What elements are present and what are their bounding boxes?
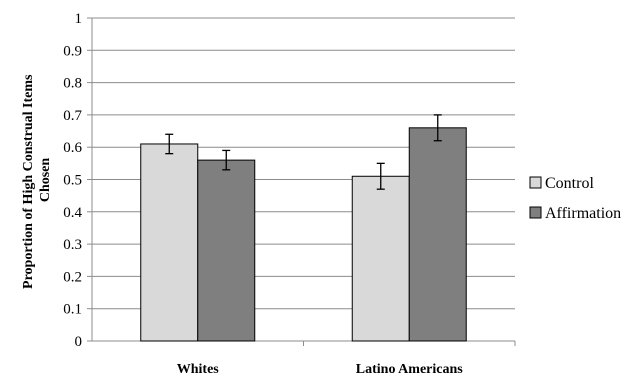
y-tick-label-9: 0.9 <box>63 43 82 59</box>
bar-affirmation-0 <box>197 159 256 342</box>
bar-affirmation-1 <box>408 127 467 342</box>
bars <box>140 127 467 342</box>
y-axis-title-line-1: Proportion of High Construal Items <box>21 74 36 289</box>
x-category-label-0: Whites <box>177 362 220 377</box>
legend-swatch-affirmation <box>529 206 542 219</box>
y-tick-label-1: 0.1 <box>63 302 82 318</box>
legend-swatch-control <box>529 176 542 189</box>
y-tick-label-7: 0.7 <box>63 108 82 124</box>
legend-label-affirmation: Affirmation <box>545 205 621 222</box>
y-tick-label-10: 1 <box>75 11 83 27</box>
y-tick-labels: 0 0.1 0.2 0.3 0.4 0.5 0.6 0.7 0.8 0.9 1 <box>63 11 82 350</box>
y-tick-label-4: 0.4 <box>63 205 82 221</box>
x-category-labels: Whites Latino Americans <box>177 362 464 377</box>
y-tick-label-8: 0.8 <box>63 76 82 92</box>
bar-control-0 <box>140 143 199 342</box>
x-category-label-1: Latino Americans <box>356 362 463 377</box>
legend-label-control: Control <box>545 175 594 192</box>
y-tick-label-5: 0.5 <box>63 173 82 189</box>
error-bars <box>165 114 442 190</box>
y-tick-label-0: 0 <box>75 334 83 350</box>
y-axis-title-line-2: Chosen <box>38 158 53 203</box>
legend: Control Affirmation <box>529 175 621 222</box>
y-tick-label-3: 0.3 <box>63 237 82 253</box>
y-axis-title: Proportion of High Construal Items Chose… <box>21 71 53 289</box>
y-tick-label-6: 0.6 <box>63 140 82 156</box>
bar-control-1 <box>351 175 410 342</box>
y-tick-label-2: 0.2 <box>63 269 82 285</box>
